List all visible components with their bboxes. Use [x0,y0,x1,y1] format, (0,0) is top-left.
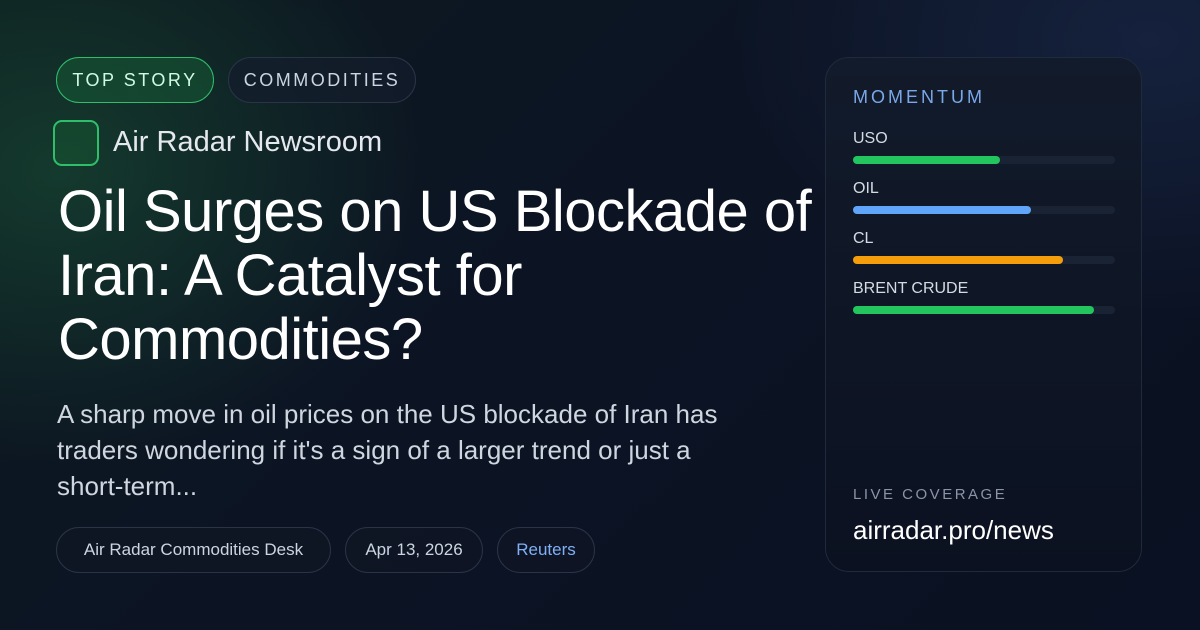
brand: Air Radar Newsroom [113,126,383,158]
momentum-label: USO [853,130,888,147]
date: Apr 13, 2026 [345,527,483,573]
source[interactable]: Reuters [497,527,595,573]
momentum-label: OIL [853,180,879,197]
momentum-label: CL [853,230,874,247]
momentum-bar [853,156,1000,164]
momentum-bar [853,256,1063,264]
logo [53,120,99,166]
footer-url[interactable]: airradar.pro/news [853,515,1054,545]
headline: Oil Surges on US Blockade of Iran: A Cat… [58,179,812,372]
summary: A sharp move in oil prices on the US blo… [57,399,718,501]
momentum-track [853,206,1115,214]
momentum-panel [825,57,1142,572]
momentum-track [853,156,1115,164]
author[interactable]: Air Radar Commodities Desk [56,527,331,573]
momentum-label: BRENT CRUDE [853,280,969,297]
momentum-track [853,256,1115,264]
momentum-bar [853,206,1032,214]
tag[interactable]: COMMODITIES [228,57,416,103]
momentum-track [853,306,1115,314]
footer-label: LIVE COVERAGE [853,486,1008,503]
panel-title: MOMENTUM [853,87,985,107]
momentum-bar [853,306,1095,314]
tag[interactable]: TOP STORY [56,57,214,103]
